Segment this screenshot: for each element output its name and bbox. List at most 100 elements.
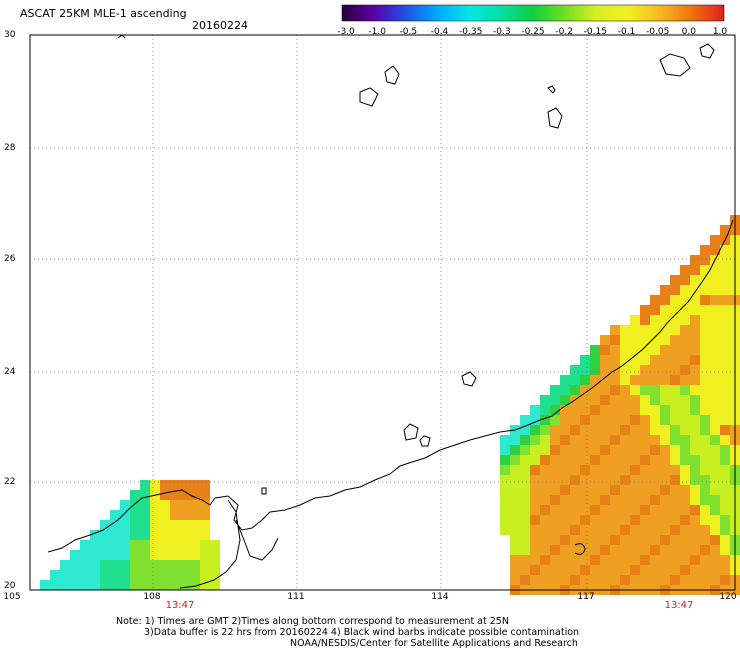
swath-cell (710, 565, 720, 575)
coastline-segment (235, 519, 279, 561)
coastline-segment (461, 371, 477, 387)
swath-cell (110, 580, 120, 590)
swath-cell (510, 465, 520, 475)
swath-cell (650, 545, 660, 555)
swath-cell (600, 465, 610, 475)
swath-cell (650, 485, 660, 495)
swath-cell (690, 305, 700, 315)
swath-cell (210, 580, 220, 590)
swath-cell (700, 575, 710, 585)
swath-cell (80, 540, 90, 550)
swath-cell (670, 395, 680, 405)
swath-cell (680, 365, 690, 375)
swath-cell (550, 425, 560, 435)
coastline-segment (547, 107, 563, 129)
swath-cell (680, 325, 690, 335)
lat-label-28: 28 (4, 143, 16, 153)
swath-cell (550, 545, 560, 555)
swath-cell (710, 495, 720, 505)
swath-cell (560, 445, 570, 455)
colorbar-label: -0.1 (617, 27, 636, 37)
swath-cell (590, 415, 600, 425)
swath-cell (50, 580, 60, 590)
swath-cell (640, 515, 650, 525)
swath-cell (120, 520, 130, 530)
swath-cell (130, 570, 140, 580)
swath-cell (660, 465, 670, 475)
swath-cell (550, 485, 560, 495)
swath-cell (690, 425, 700, 435)
swath-cell (160, 500, 170, 510)
swath-cell (670, 575, 680, 585)
swath-cell (530, 455, 540, 465)
swath-cell (500, 435, 510, 445)
pass-time-east: 13:47 (664, 600, 694, 611)
swath-cell (720, 405, 730, 415)
swath-cell (720, 565, 730, 575)
swath-cell (180, 550, 190, 560)
lon-label-117: 117 (577, 592, 595, 602)
swath-cell (90, 560, 100, 570)
swath-cell (640, 465, 650, 475)
swath-cell (610, 485, 620, 495)
swath-cell (120, 560, 130, 570)
swath-cell (590, 575, 600, 585)
swath-cell (580, 415, 590, 425)
colorbar (341, 4, 725, 22)
swath-cell (720, 505, 730, 515)
swath-cell (530, 405, 540, 415)
swath-cell (640, 325, 650, 335)
swath-cell (130, 540, 140, 550)
swath-cell (660, 455, 670, 465)
swath-cell (660, 365, 670, 375)
swath-cell (720, 255, 730, 265)
swath-cell (210, 540, 220, 550)
swath-cell (660, 385, 670, 395)
swath-cell (640, 435, 650, 445)
swath-cell (600, 365, 610, 375)
swath-cell (60, 580, 70, 590)
swath-cell (710, 435, 720, 445)
swath-cell (660, 405, 670, 415)
swath-cell (160, 580, 170, 590)
swath-cell (690, 535, 700, 545)
swath-cell (130, 530, 140, 540)
swath-cell (710, 365, 720, 375)
swath-cell (590, 535, 600, 545)
coastline-segment (574, 543, 586, 555)
swath-cell (590, 525, 600, 535)
swath-cell (680, 435, 690, 445)
swath-cell (650, 555, 660, 565)
swath-cell (640, 415, 650, 425)
swath-cell (720, 535, 730, 545)
swath-cell (520, 415, 530, 425)
swath-cell (540, 445, 550, 455)
swath-cell (540, 505, 550, 515)
swath-cell (200, 490, 210, 500)
swath-cell (640, 335, 650, 345)
swath-cell (170, 490, 180, 500)
swath-cell (680, 495, 690, 505)
swath-cell (690, 265, 700, 275)
swath-cell (520, 445, 530, 455)
swath-cell (590, 355, 600, 365)
swath-cell (710, 545, 720, 555)
swath-cell (700, 525, 710, 535)
coastline-segment (699, 43, 715, 59)
swath-cell (510, 475, 520, 485)
note-line-2: 3)Data buffer is 22 hrs from 20160224 4)… (144, 627, 580, 638)
swath-cell (670, 355, 680, 365)
swath-cell (540, 435, 550, 445)
swath-cell (670, 505, 680, 515)
swath-cell (690, 375, 700, 385)
swath-cell (80, 570, 90, 580)
swath-cell (120, 540, 130, 550)
swath-cell (200, 510, 210, 520)
swath-cell (570, 435, 580, 445)
pass-time-west: 13:47 (165, 600, 195, 611)
swath-cell (690, 525, 700, 535)
swath-cell (630, 425, 640, 435)
swath-cell (660, 295, 670, 305)
swath-cell (540, 555, 550, 565)
swath-cell (620, 545, 630, 555)
